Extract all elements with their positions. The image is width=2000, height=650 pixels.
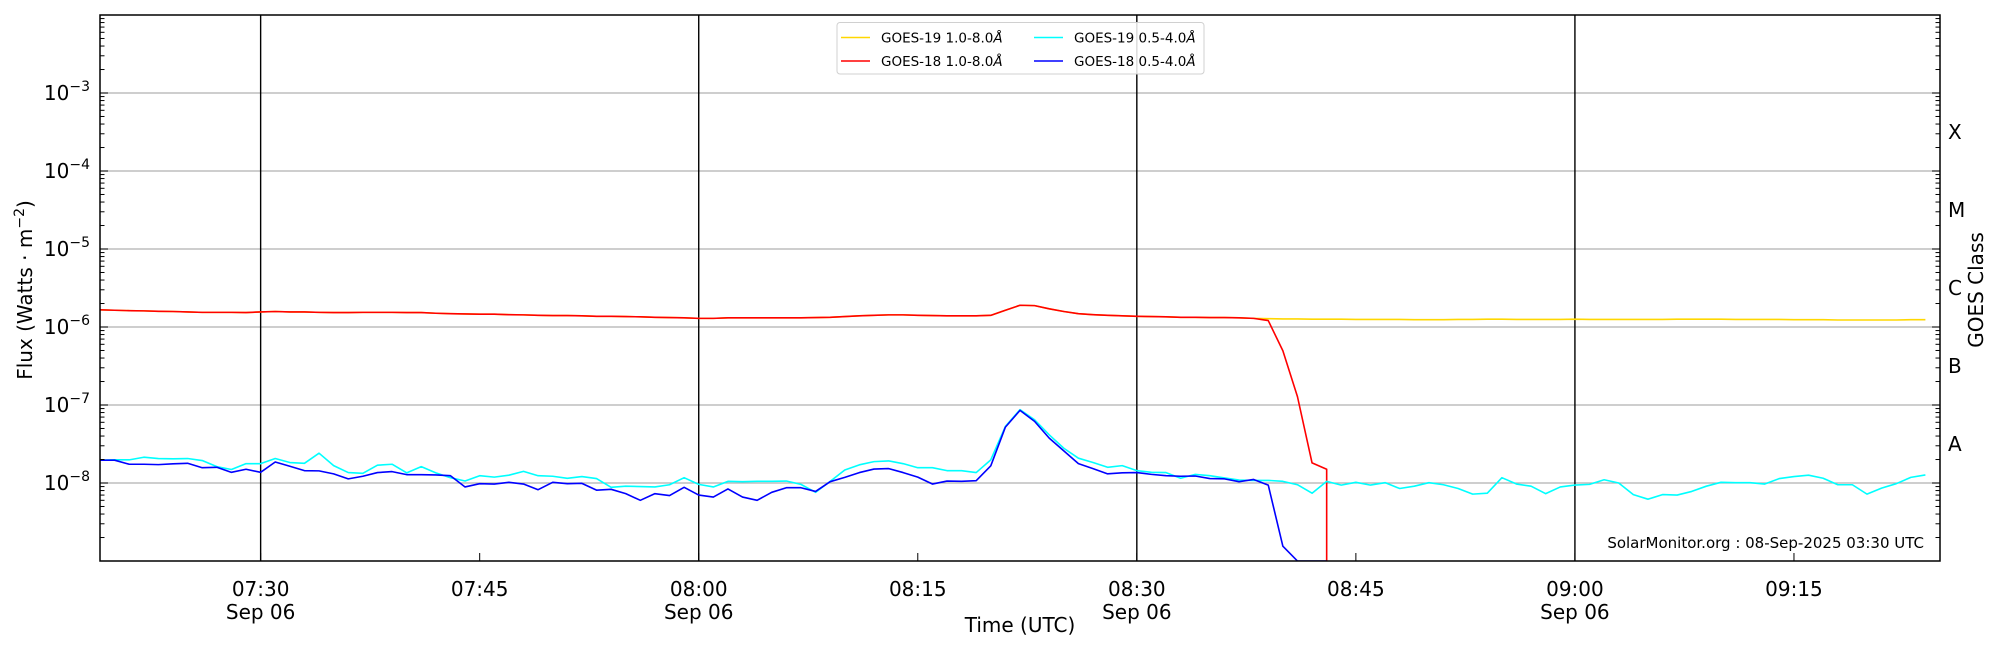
x-tick-date-label: Sep 06	[664, 600, 734, 624]
legend-unit: Å	[1185, 30, 1195, 47]
gridlines	[100, 92, 1940, 484]
legend-unit: Å	[1185, 53, 1195, 70]
y-tick-exponent: −7	[69, 391, 90, 407]
series-line-goes-18-1-0-8-0	[100, 304, 1328, 561]
goes-class-label-b: B	[1948, 354, 1962, 378]
watermark: SolarMonitor.org : 08-Sep-2025 03:30 UTC	[1607, 534, 1924, 552]
x-tick-date-label: Sep 06	[1102, 600, 1172, 624]
y-tick-base: 10	[44, 393, 69, 417]
y-tick-base: 10	[44, 471, 69, 495]
y-tick-label: 10−3	[44, 79, 90, 105]
y-tick-base: 10	[44, 315, 69, 339]
y-tick-exponent: −3	[69, 79, 90, 95]
legend-entry-label: GOES-18 0.5-4.0Å	[1074, 53, 1196, 70]
y-tick-label: 10−4	[44, 157, 90, 183]
y-tick-exponent: −6	[69, 313, 90, 329]
y-axis-label-exponent: −2	[12, 208, 28, 229]
x-tick-label: 07:45	[451, 577, 509, 601]
x-tick-label: 08:00	[670, 577, 728, 601]
x-tick-label: 07:30	[232, 577, 290, 601]
x-tick-date-label: Sep 06	[226, 600, 296, 624]
plot-frame	[99, 14, 1941, 562]
x-tick-label: 08:15	[889, 577, 947, 601]
y-tick-exponent: −5	[69, 235, 90, 251]
y-tick-base: 10	[44, 81, 69, 105]
legend-entry-label: GOES-19 1.0-8.0Å	[881, 30, 1003, 47]
goes-class-label-x: X	[1948, 120, 1962, 144]
x-tick-label: 08:45	[1327, 577, 1385, 601]
legend-series-name: GOES-19 1.0-8.0	[881, 31, 993, 47]
y-axis-label: Flux (Watts · m−2)	[12, 200, 37, 380]
plot-background	[100, 15, 1940, 561]
y-tick-label: 10−5	[44, 235, 90, 261]
y-tick-exponent: −4	[69, 157, 90, 173]
goes-class-label-a: A	[1948, 432, 1962, 456]
y-tick-exponent: −8	[69, 469, 90, 485]
legend-series-name: GOES-18 1.0-8.0	[881, 54, 993, 70]
goes-class-label-c: C	[1948, 276, 1962, 300]
series-line-goes-18-0-5-4-0	[100, 409, 1327, 561]
legend-entry-label: GOES-18 1.0-8.0Å	[881, 53, 1003, 70]
y-axis-label-text: Flux (Watts · m	[13, 229, 37, 380]
x-tick-date-label: Sep 06	[1540, 600, 1610, 624]
legend-unit: Å	[992, 53, 1002, 70]
series-lines	[100, 304, 1926, 561]
goes-class-label-m: M	[1948, 198, 1965, 222]
x-tick-label: 09:15	[1765, 577, 1823, 601]
y-tick-base: 10	[44, 237, 69, 261]
goes-class-labels: A B C M X	[1948, 120, 1965, 456]
x-tick-label: 09:00	[1546, 577, 1604, 601]
legend: GOES-19 1.0-8.0Å GOES-19 0.5-4.0ÅGOES-18 …	[836, 22, 1205, 75]
x-tick-label: 08:30	[1108, 577, 1166, 601]
right-axis-label: GOES Class	[1964, 232, 1988, 348]
y-axis-label-close: )	[13, 200, 37, 208]
y-tick-label: 10−6	[44, 313, 90, 339]
y-tick-label: 10−7	[44, 391, 90, 417]
legend-entry-label: GOES-19 0.5-4.0Å	[1074, 30, 1196, 47]
legend-box	[836, 22, 1205, 75]
legend-unit: Å	[992, 30, 1002, 47]
y-tick-label: 10−8	[44, 469, 90, 495]
legend-series-name: GOES-19 0.5-4.0	[1074, 31, 1186, 47]
x-axis-label: Time (UTC)	[964, 613, 1076, 637]
y-tick-base: 10	[44, 159, 69, 183]
y-tick-labels: 10−810−710−610−510−410−3	[44, 79, 90, 495]
legend-series-name: GOES-18 0.5-4.0	[1074, 54, 1186, 70]
